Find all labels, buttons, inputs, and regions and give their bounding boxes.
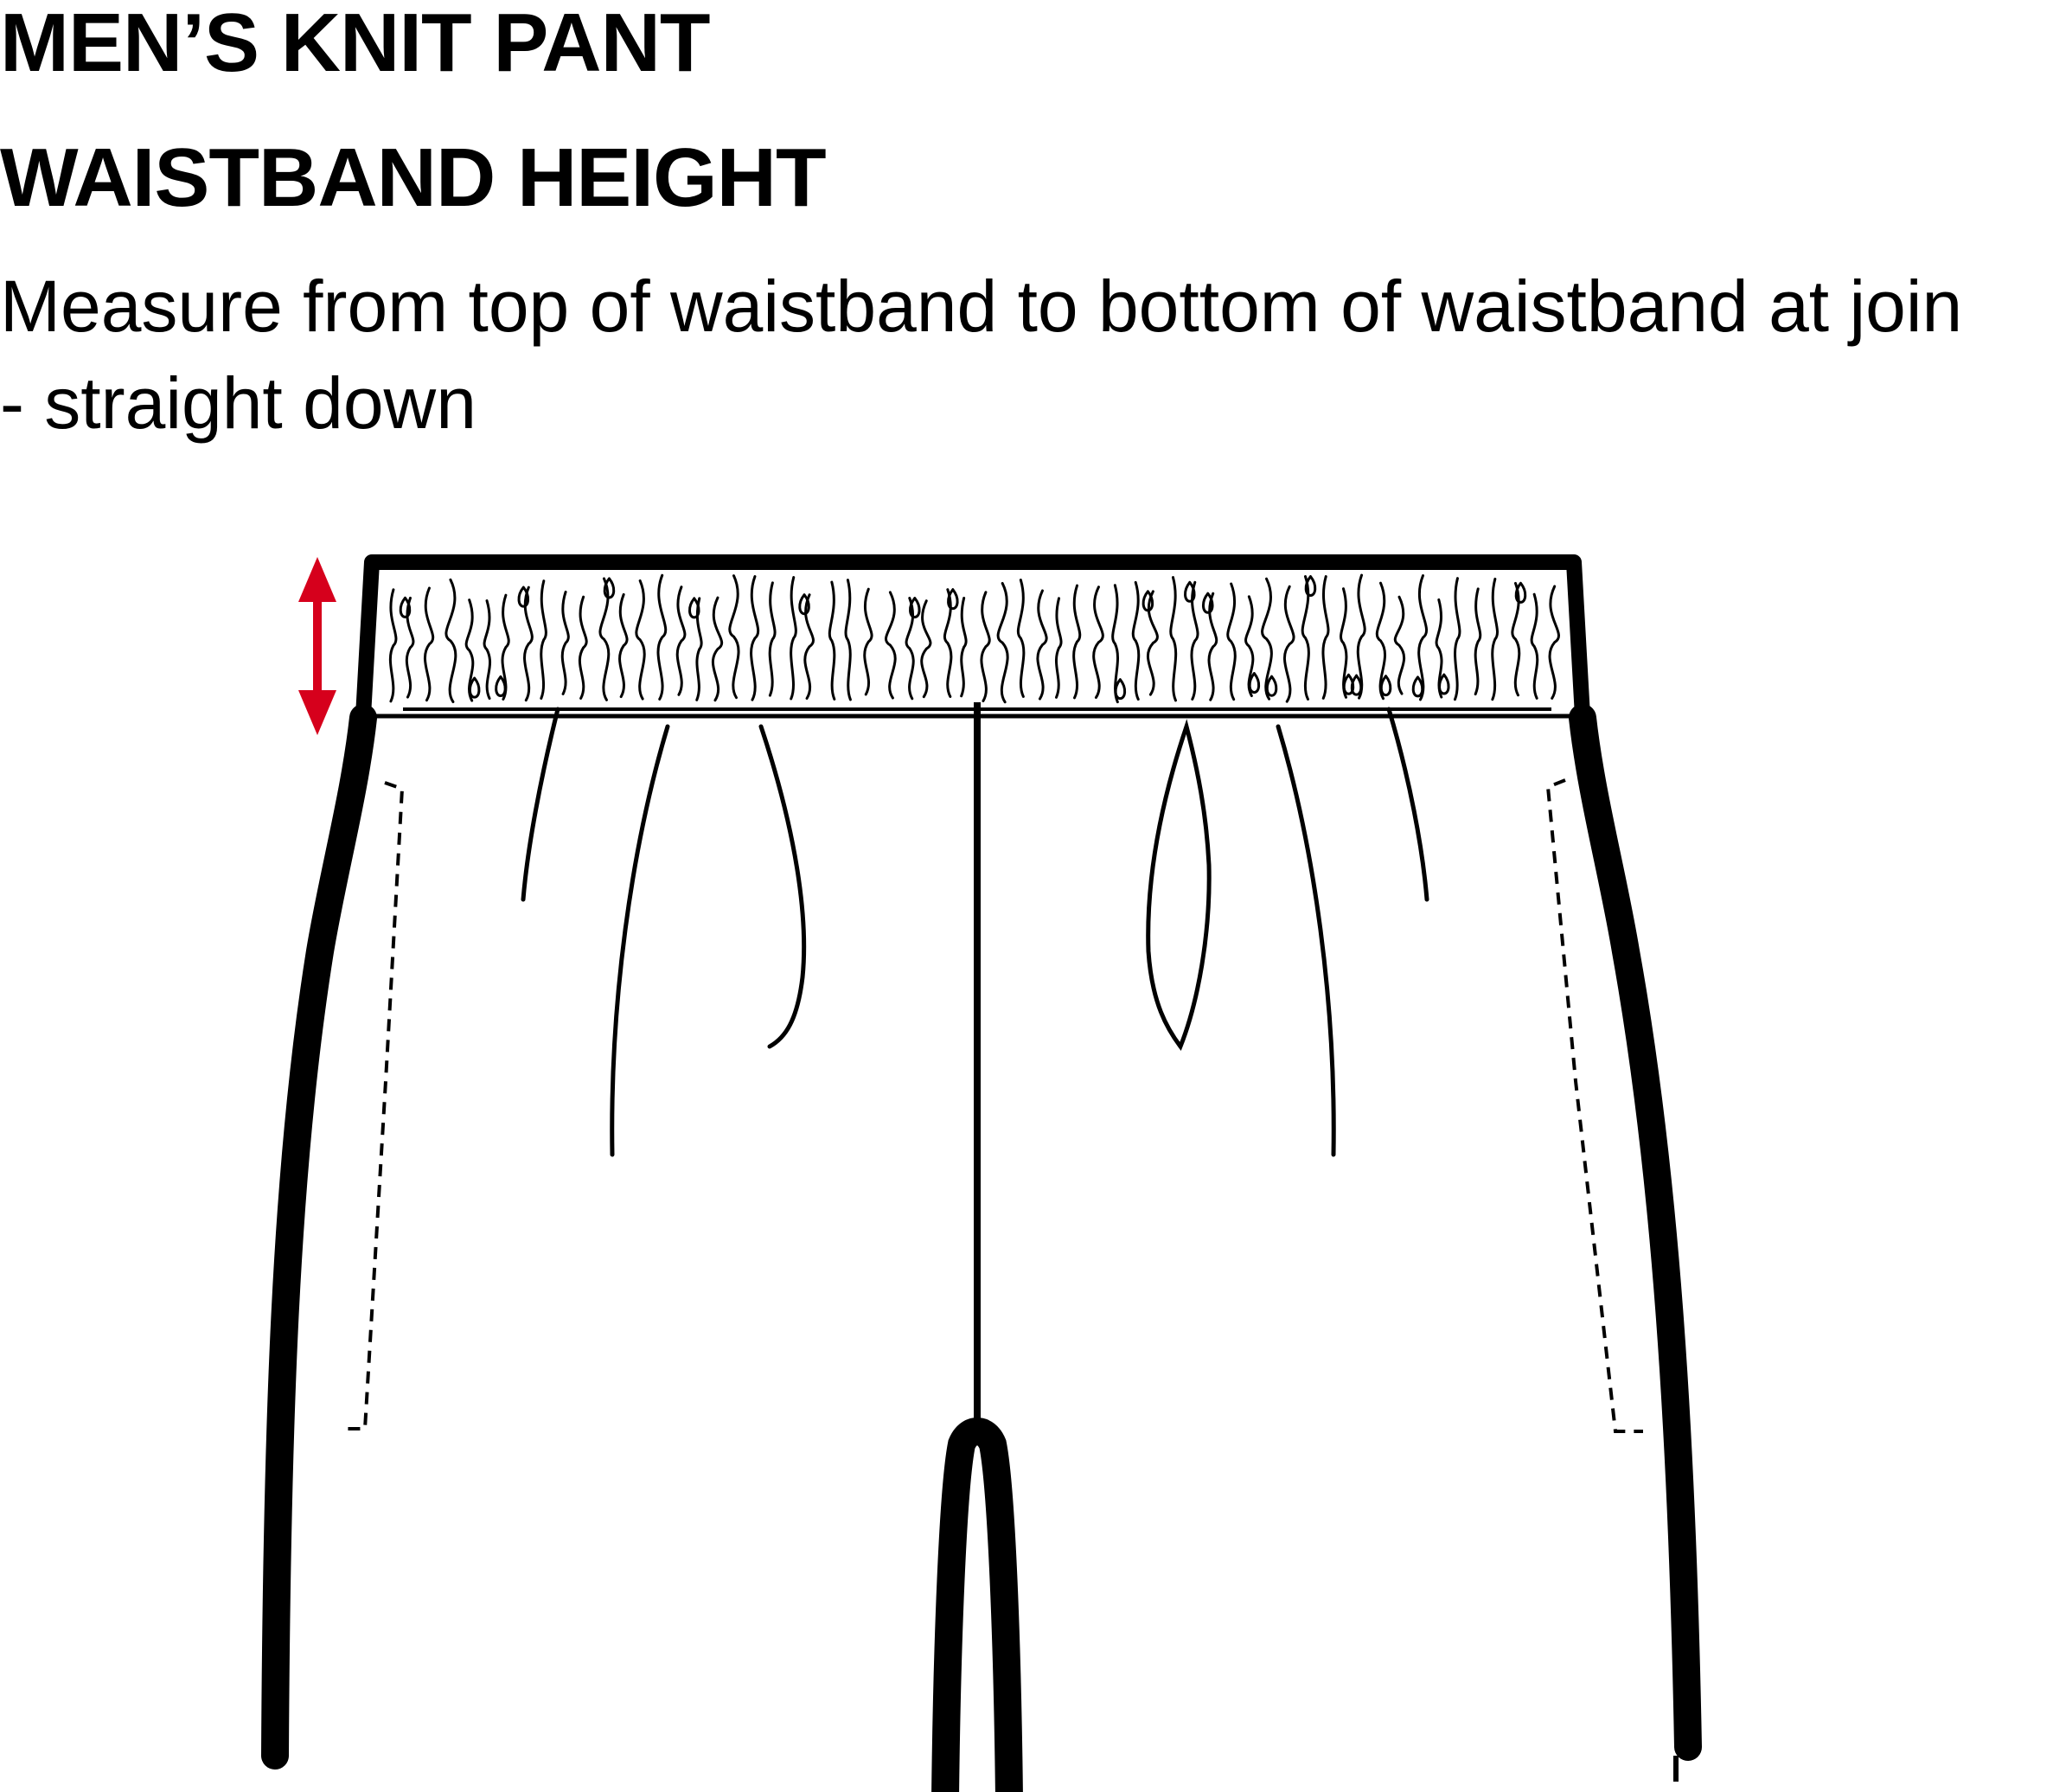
left-pocket-line	[342, 781, 405, 1430]
instruction-line-2: - straight down	[0, 362, 476, 444]
right-side-seam	[1569, 704, 1702, 1761]
instruction-line-1: Measure from top of waistband to bottom …	[0, 266, 1963, 347]
waistband-outline	[355, 554, 1590, 724]
double-headed-vertical-arrow-icon	[298, 557, 336, 735]
left-side-seam	[261, 704, 377, 1770]
knit-texture	[388, 573, 1560, 704]
crotch-inseam	[931, 1418, 1023, 1792]
right-pocket-line	[1545, 778, 1643, 1433]
pant-diagram	[261, 554, 1702, 1792]
page-title: MEN’S KNIT PANT	[0, 0, 711, 89]
fabric-folds	[521, 707, 1429, 1157]
section-title: WAISTBAND HEIGHT	[0, 131, 827, 224]
